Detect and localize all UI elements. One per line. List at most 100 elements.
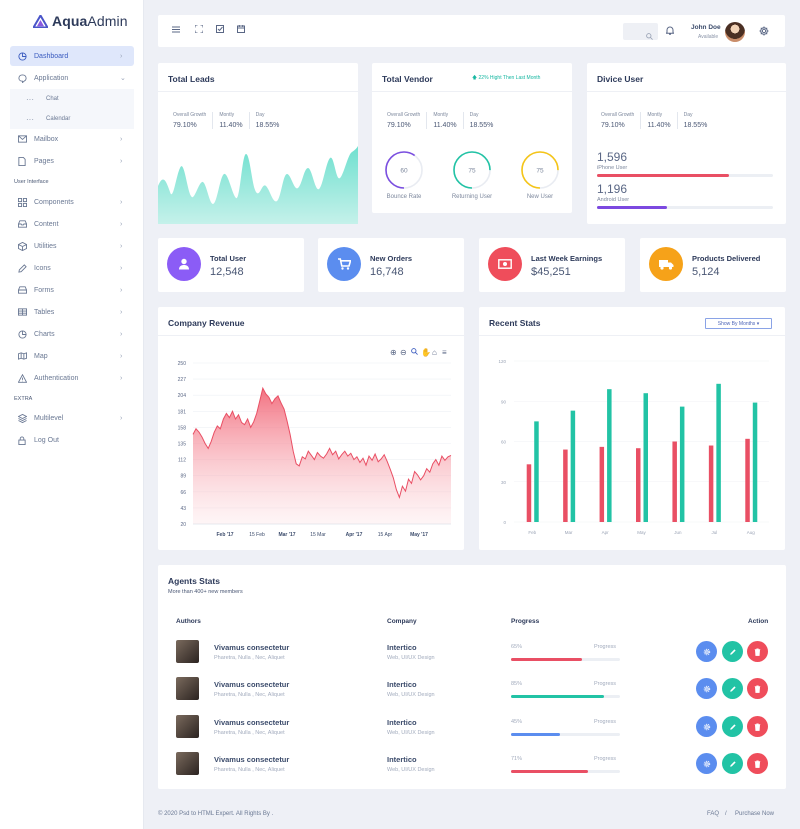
col-action: Action	[748, 618, 769, 625]
calendar-icon[interactable]	[237, 25, 245, 37]
pan-hand-icon[interactable]: ✋	[421, 348, 431, 357]
delete-button[interactable]	[747, 641, 768, 662]
sidebar-item-tables[interactable]: Tables ›	[10, 302, 134, 322]
edit-button[interactable]	[722, 716, 743, 737]
show-by-select[interactable]: Show By Months ▾	[705, 318, 772, 329]
bar	[643, 393, 648, 522]
sidebar-item-charts[interactable]: Charts ›	[10, 324, 134, 344]
settings-button[interactable]	[696, 678, 717, 699]
kpi-title: Total User	[210, 254, 247, 263]
zoom-in-icon[interactable]: ⊕	[390, 348, 397, 357]
recent-stats-bar-chart: 0 30 60 90 120 Feb Mar Apr May Jun Jul Aug	[498, 359, 769, 535]
sidebar-item-multilevel[interactable]: Multilevel ›	[10, 408, 134, 428]
agent-progress-fill	[511, 658, 582, 661]
bar	[526, 464, 532, 522]
iphone-user-label: iPhone User	[597, 165, 628, 171]
kpi-title: Last Week Earnings	[531, 254, 603, 263]
sidebar-subitem-chat[interactable]: ··· Chat	[10, 89, 134, 109]
y-tick-label: 250	[178, 361, 187, 367]
edit-button[interactable]	[722, 641, 743, 662]
bar	[708, 445, 714, 522]
chevron-right-icon: ›	[120, 374, 123, 382]
sidebar-item-content[interactable]: Content ›	[10, 214, 134, 234]
y-tick-label: 135	[178, 442, 187, 448]
sidebar-item-forms[interactable]: Forms ›	[10, 280, 134, 300]
edit-button[interactable]	[722, 753, 743, 774]
chevron-right-icon: ›	[120, 308, 123, 316]
y-tick-label: 30	[501, 480, 507, 485]
bar	[745, 438, 750, 522]
x-tick-label: Apr	[602, 530, 610, 535]
menu-icon[interactable]	[172, 25, 180, 37]
agent-progress-label: Progress	[594, 681, 617, 687]
fullscreen-icon[interactable]	[194, 24, 204, 37]
sidebar-item-icons[interactable]: Icons ›	[10, 258, 134, 278]
kpi-card-total-user: Total User 12,548	[158, 238, 304, 292]
top-bar: John Doe Available	[158, 15, 785, 47]
bar	[716, 383, 721, 522]
card-title: Total Vendor	[382, 74, 433, 84]
settings-button[interactable]	[696, 641, 717, 662]
grid-icon	[12, 197, 32, 207]
faq-link[interactable]: FAQ	[707, 811, 720, 817]
arrow-up-icon: 🡅	[472, 75, 478, 81]
agent-progress-fill	[511, 733, 561, 736]
chevron-right-icon: ›	[120, 352, 123, 360]
gear-icon[interactable]	[759, 26, 769, 40]
x-tick-label: 15 Feb	[249, 532, 265, 538]
revenue-area-chart: 250 227 204 181 158 135 112 89 66 43 20 Feb '17 15 F…	[178, 361, 452, 538]
ring-value: 60	[400, 168, 408, 175]
sidebar-item-map[interactable]: Map ›	[10, 346, 134, 366]
y-tick-label: 158	[178, 425, 187, 431]
avatar[interactable]	[725, 22, 745, 42]
sidebar-item-logout[interactable]: Log Out	[10, 430, 134, 450]
x-tick-label: 15 Mar	[310, 532, 326, 538]
bell-icon[interactable]	[664, 26, 676, 39]
agent-progress-bar	[511, 658, 620, 661]
revenue-line	[192, 386, 452, 500]
pencil-icon	[729, 680, 737, 698]
divider	[158, 91, 358, 92]
stat: Overall Growth 79.10%	[601, 112, 635, 129]
agent-tags: Pharetra, Nulla , Nec, Aliquet	[214, 767, 285, 773]
purchase-link[interactable]: Purchase Now	[735, 811, 775, 817]
sidebar-item-application[interactable]: Application ⌄	[10, 68, 134, 88]
brand-logo[interactable]: AquaAdmin	[33, 13, 128, 29]
android-progress-fill	[597, 206, 668, 209]
card-title: Total Leads	[168, 74, 215, 84]
money-icon	[488, 247, 522, 281]
agent-progress-bar	[511, 695, 620, 698]
sidebar-item-utilities[interactable]: Utilities ›	[10, 236, 134, 256]
checkbox-icon[interactable]	[216, 25, 224, 37]
magnifier-icon[interactable]	[411, 348, 418, 357]
delete-button[interactable]	[747, 753, 768, 774]
sidebar-item-dashboard[interactable]: Dashboard ›	[10, 46, 134, 66]
sidebar-item-authentication[interactable]: Authentication ›	[10, 368, 134, 388]
home-icon[interactable]: ⌂	[432, 348, 437, 357]
sidebar-item-pages[interactable]: Pages ›	[10, 151, 134, 171]
user-name: John Doe	[691, 24, 721, 31]
y-tick-label: 0	[503, 520, 506, 525]
x-tick-label: May	[637, 530, 646, 535]
trash-icon	[754, 643, 761, 661]
growth-badge: 🡅 22% Hight Then Last Month	[472, 75, 541, 81]
agent-name: Vivamus consectetur	[214, 755, 290, 764]
settings-button[interactable]	[696, 753, 717, 774]
iphone-user-count: 1,596	[597, 150, 628, 164]
zoom-out-icon[interactable]: ⊖	[400, 348, 407, 357]
hamburger-icon[interactable]: ≡	[442, 348, 447, 357]
y-tick-label: 90	[501, 399, 507, 404]
settings-button[interactable]	[696, 716, 717, 737]
sidebar-item-mailbox[interactable]: Mailbox ›	[10, 129, 134, 149]
agent-photo	[176, 715, 199, 738]
sidebar-subitem-calendar[interactable]: ··· Calendar	[10, 109, 134, 129]
agent-progress-pct: 71%	[511, 756, 523, 762]
y-tick-label: 181	[178, 409, 187, 415]
delete-button[interactable]	[747, 678, 768, 699]
stat-row: Overall Growth 79.10% Montly 11.40% Day 18.…	[173, 112, 285, 129]
delete-button[interactable]	[747, 716, 768, 737]
sidebar-item-components[interactable]: Components ›	[10, 192, 134, 212]
kpi-title: New Orders	[370, 254, 413, 263]
search-input[interactable]	[623, 23, 658, 40]
edit-button[interactable]	[722, 678, 743, 699]
